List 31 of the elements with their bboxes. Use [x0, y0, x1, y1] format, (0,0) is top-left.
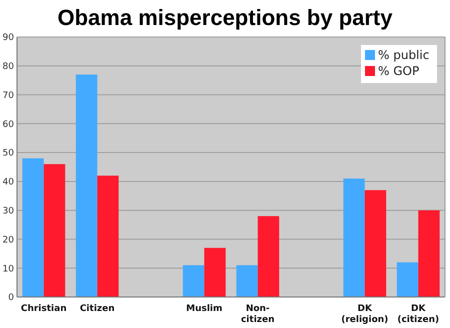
- chart-title: Obama misperceptions by party: [58, 5, 394, 30]
- y-tick-label: 40: [2, 178, 14, 188]
- y-tick-label: 80: [2, 62, 14, 72]
- y-tick-label: 90: [2, 33, 14, 44]
- bar: [343, 178, 365, 297]
- y-tick-label: 10: [2, 264, 14, 274]
- legend-label: % GOP: [378, 64, 420, 78]
- bar: [44, 164, 66, 297]
- y-tick-label: 60: [2, 120, 14, 130]
- bar: [258, 216, 280, 297]
- bar: [418, 210, 440, 297]
- y-tick-label: 0: [8, 293, 14, 304]
- y-tick-label: 70: [2, 90, 14, 101]
- legend-label: % public: [378, 48, 430, 62]
- bar: [204, 248, 226, 297]
- bar: [76, 74, 98, 297]
- bar: [396, 262, 418, 297]
- y-tick-label: 50: [2, 148, 14, 159]
- x-tick-label: DK (religion): [341, 304, 388, 325]
- y-tick-label: 30: [2, 206, 14, 216]
- bar: [236, 265, 258, 297]
- x-tick-label: DK (citizen): [397, 304, 440, 325]
- bar: [97, 176, 119, 297]
- x-tick-label: Citizen: [80, 304, 115, 314]
- x-tick-label: Muslim: [186, 304, 222, 314]
- x-tick-label: Christian: [20, 304, 67, 314]
- bar: [182, 265, 204, 297]
- y-tick-label: 20: [2, 235, 14, 246]
- bar: [22, 158, 44, 297]
- bar: [364, 190, 386, 297]
- x-tick-label: Non-citizen: [240, 304, 275, 325]
